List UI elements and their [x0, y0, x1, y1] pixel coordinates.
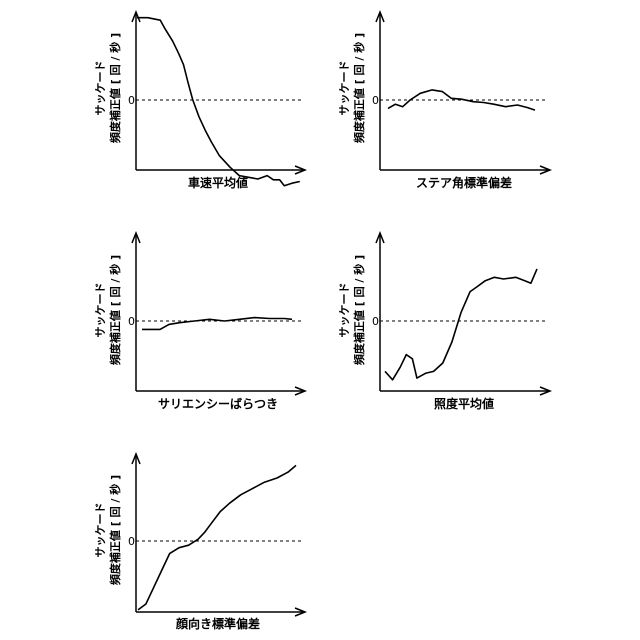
series-line	[137, 18, 300, 186]
y-axis-label-line1: サッケード	[338, 61, 351, 116]
series-line	[142, 318, 292, 330]
y-axis-label-line2: 頻度補正値 [ 回 / 秒 ]	[108, 255, 122, 365]
y-axis-label-line1: サッケード	[338, 283, 351, 338]
chart-panel-face-direction-sd: サッケード 頻度補正値 [ 回 / 秒 ] 0 顔向き標準偏差	[94, 454, 305, 631]
zero-tick-label: 0	[128, 535, 135, 548]
x-axis-label: 車速平均値	[188, 175, 248, 190]
y-axis-label-line2: 頻度補正値 [ 回 / 秒 ]	[352, 255, 366, 365]
series-line	[138, 465, 296, 610]
x-axis-label: 照度平均値	[434, 396, 494, 411]
y-axis-label-line1: サッケード	[94, 61, 107, 116]
x-axis-label: 顔向き標準偏差	[175, 616, 260, 631]
x-axis-label: ステア角標準偏差	[416, 175, 512, 190]
x-axis-label: サリエンシーばらつき	[158, 396, 278, 411]
y-axis-label-line2: 頻度補正値 [ 回 / 秒 ]	[108, 475, 122, 585]
series-line	[385, 269, 537, 380]
chart-panel-steering-angle-sd: サッケード 頻度補正値 [ 回 / 秒 ] 0 ステア角標準偏差	[338, 12, 550, 190]
chart-panel-saliency-variance: サッケード 頻度補正値 [ 回 / 秒 ] 0 サリエンシーばらつき	[94, 233, 305, 411]
zero-tick-label: 0	[372, 94, 379, 107]
chart-panel-illuminance-mean: サッケード 頻度補正値 [ 回 / 秒 ] 0 照度平均値	[338, 233, 550, 411]
y-axis-label-line1: サッケード	[94, 503, 107, 558]
y-axis-label-line2: 頻度補正値 [ 回 / 秒 ]	[352, 33, 366, 143]
zero-tick-label: 0	[128, 94, 135, 107]
chart-panel-vehicle-speed: サッケード 頻度補正値 [ 回 / 秒 ] 0 車速平均値	[94, 12, 305, 190]
zero-tick-label: 0	[372, 315, 379, 328]
zero-tick-label: 0	[128, 315, 135, 328]
y-axis-label-line2: 頻度補正値 [ 回 / 秒 ]	[108, 33, 122, 143]
y-axis-label-line1: サッケード	[94, 283, 107, 338]
